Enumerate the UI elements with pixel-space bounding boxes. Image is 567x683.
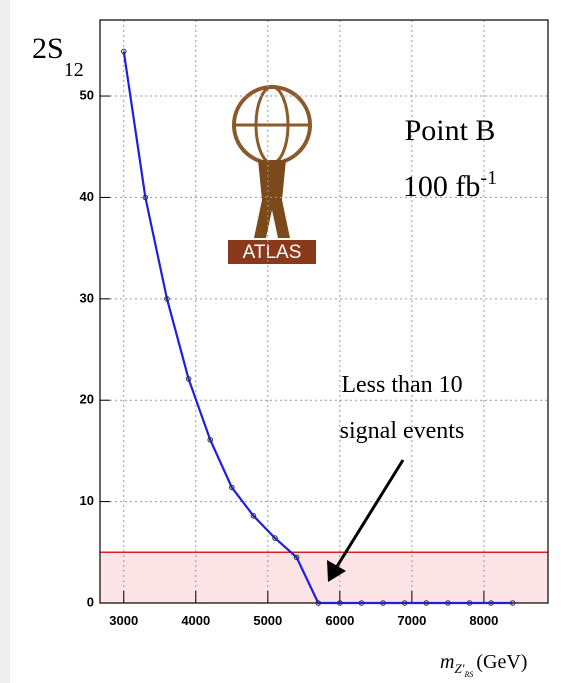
y-tick-label: 30 [80,290,94,305]
data-point [445,600,451,606]
threshold-band [100,552,548,603]
x-tick-label: 3000 [109,613,138,628]
data-point [358,600,365,606]
data-point [229,484,235,491]
y-label-sub: 12 [64,59,84,81]
data-point [185,376,192,382]
x-label-sub: Z' [454,661,464,676]
x-axis-label: mZ'RS(GeV) [440,651,527,679]
x-tick-label: 5000 [253,613,282,628]
annotation-sup: -1 [480,167,497,189]
annotation: 100 fb-1 [403,167,497,203]
y-tick-label: 20 [80,392,94,407]
data-point [509,600,516,606]
x-label-subsub: RS [463,670,473,679]
annotation-main: 100 fb [403,170,481,203]
figure [254,160,290,238]
y-tick-label: 40 [80,189,94,204]
data-point [164,296,170,302]
annotation: Point B [405,114,496,147]
data-point [380,600,386,606]
data-point [207,436,213,443]
data-point [488,600,494,606]
y-tick-label: 10 [80,493,94,508]
series-line [122,51,513,605]
data-point [293,554,300,561]
data-point [120,48,127,55]
data-point [337,600,343,606]
side-strip [0,0,10,683]
y-tick-label: 50 [80,87,94,102]
x-tick-label: 8000 [469,613,498,628]
data-point [250,513,257,519]
data-point [142,194,149,201]
x-tick-label: 4000 [181,613,210,628]
arrow-head [327,560,346,582]
y-axis-label: 2S12 [32,32,84,81]
annotation: Less than 10 [341,372,462,398]
x-tick-label: 6000 [325,613,354,628]
data-point [315,600,322,606]
annotation: signal events [340,418,465,444]
logo-plate [228,240,316,264]
x-label-unit: (GeV) [476,651,527,673]
y-tick-label: 0 [87,594,94,609]
data-point [466,600,473,606]
data-point [401,600,408,606]
data-point [423,600,430,606]
arrow-shaft [334,459,405,569]
y-label-main: 2S [32,32,64,65]
data-point [272,535,278,541]
x-label-main: m [440,651,454,673]
logo-text: ATLAS [243,242,302,263]
x-tick-label: 7000 [397,613,426,628]
atlas-logo: ATLAS [228,85,316,264]
